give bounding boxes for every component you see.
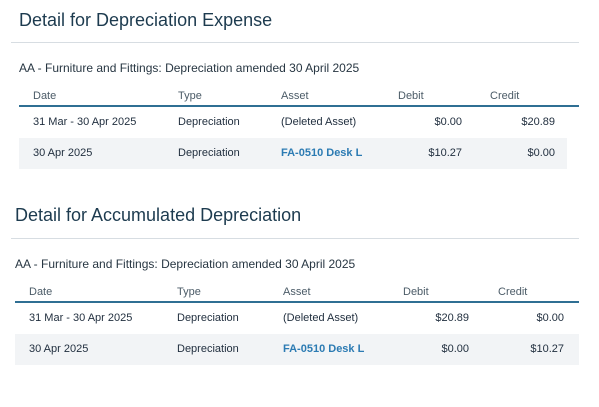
section-subtitle: AA - Furniture and Fittings: Depreciatio… xyxy=(15,257,356,271)
cell-type: Depreciation xyxy=(177,343,239,355)
cell-debit: $0.00 xyxy=(434,116,462,128)
cell-credit: $0.00 xyxy=(536,312,564,324)
cell-date: 31 Mar - 30 Apr 2025 xyxy=(29,312,133,324)
section-subtitle: AA - Furniture and Fittings: Depreciatio… xyxy=(19,61,360,75)
asset-link[interactable]: FA-0510 Desk L xyxy=(281,147,363,159)
cell-type: Depreciation xyxy=(178,147,240,159)
accumulated-table: Date Type Asset Debit Credit 31 Mar - 30… xyxy=(15,281,579,365)
asset-link[interactable]: FA-0510 Desk L xyxy=(283,343,365,355)
cell-debit: $10.27 xyxy=(428,147,462,159)
cell-type: Depreciation xyxy=(178,116,240,128)
cell-debit: $0.00 xyxy=(441,343,469,355)
cell-type: Depreciation xyxy=(177,312,239,324)
cell-asset: (Deleted Asset) xyxy=(283,312,359,324)
section-title: Detail for Depreciation Expense xyxy=(19,10,273,30)
cell-credit: $20.89 xyxy=(521,116,555,128)
cell-asset: (Deleted Asset) xyxy=(281,116,357,128)
divider xyxy=(11,42,579,43)
col-type-header: Type xyxy=(177,286,201,298)
table-row: 30 Apr 2025 Depreciation FA-0510 Desk L … xyxy=(15,334,579,365)
table-row: 30 Apr 2025 Depreciation FA-0510 Desk L … xyxy=(19,138,567,169)
col-asset-header: Asset xyxy=(281,90,309,102)
col-date-header: Date xyxy=(29,286,53,298)
cell-debit: $20.89 xyxy=(435,312,469,324)
section-title: Detail for Accumulated Depreciation xyxy=(15,205,302,225)
expense-table: Date Type Asset Debit Credit 31 Mar - 30… xyxy=(19,85,579,169)
table-row: 31 Mar - 30 Apr 2025 Depreciation (Delet… xyxy=(15,303,579,334)
cell-date: 31 Mar - 30 Apr 2025 xyxy=(33,116,137,128)
cell-date: 30 Apr 2025 xyxy=(29,343,89,355)
col-debit-header: Debit xyxy=(403,286,429,298)
cell-credit: $0.00 xyxy=(527,147,555,159)
divider xyxy=(11,238,579,239)
table-header: Date Type Asset Debit Credit xyxy=(15,281,579,303)
col-type-header: Type xyxy=(178,90,202,102)
cell-credit: $10.27 xyxy=(530,343,564,355)
table-row: 31 Mar - 30 Apr 2025 Depreciation (Delet… xyxy=(19,107,567,138)
col-credit-header: Credit xyxy=(490,90,520,102)
table-header: Date Type Asset Debit Credit xyxy=(19,85,579,107)
col-credit-header: Credit xyxy=(498,286,528,298)
col-asset-header: Asset xyxy=(283,286,311,298)
col-date-header: Date xyxy=(33,90,57,102)
cell-date: 30 Apr 2025 xyxy=(33,147,93,159)
expense-section: Detail for Depreciation Expense AA - Fur… xyxy=(0,0,599,180)
accumulated-section: Detail for Accumulated Depreciation AA -… xyxy=(0,196,599,396)
col-debit-header: Debit xyxy=(398,90,424,102)
